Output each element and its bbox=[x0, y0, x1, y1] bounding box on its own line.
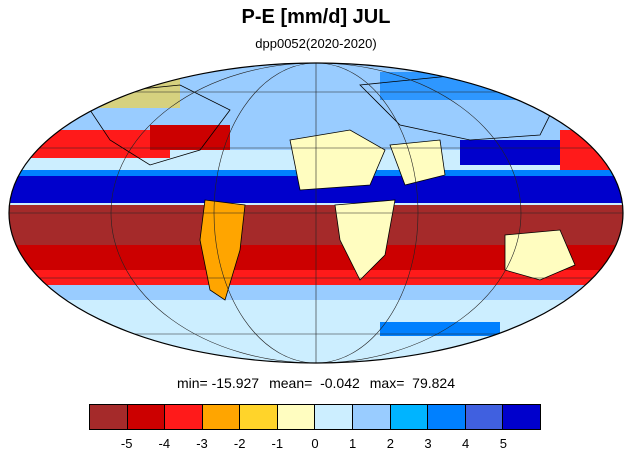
colorbar-tick-label: 2 bbox=[386, 436, 394, 451]
colorbar-tick-label: 4 bbox=[462, 436, 470, 451]
colorbar-tick-label: 1 bbox=[349, 436, 357, 451]
globe-outline bbox=[8, 62, 624, 364]
colorbar-swatch bbox=[353, 405, 391, 429]
colorbar-swatch bbox=[428, 405, 466, 429]
colorbar-tick-label: 3 bbox=[424, 436, 432, 451]
stat-mean: mean= -0.042 bbox=[269, 375, 360, 391]
colorbar-tick-label: -2 bbox=[233, 436, 246, 451]
colorbar-swatch bbox=[165, 405, 203, 429]
colorbar bbox=[89, 404, 541, 430]
colorbar-tick-label: 5 bbox=[499, 436, 507, 451]
colorbar-swatch bbox=[503, 405, 540, 429]
map-subtitle: dpp0052(2020-2020) bbox=[255, 36, 377, 51]
statistics-line: min= -15.927 mean= -0.042 max= 79.824 bbox=[0, 375, 632, 391]
colorbar-swatch bbox=[90, 405, 128, 429]
colorbar-swatch bbox=[315, 405, 354, 429]
colorbar-tick-label: -4 bbox=[158, 436, 171, 451]
colorbar-tick-label: -1 bbox=[271, 436, 284, 451]
colorbar-swatch bbox=[277, 405, 316, 429]
colorbar-swatch bbox=[240, 405, 278, 429]
colorbar-swatch bbox=[202, 405, 241, 429]
stat-min: min= -15.927 bbox=[176, 375, 260, 391]
colorbar-tick-label: -3 bbox=[196, 436, 208, 451]
map-title: P-E [mm/d] JUL bbox=[241, 6, 391, 28]
colorbar-swatch bbox=[127, 405, 166, 429]
colorbar-tick-label: 0 bbox=[311, 436, 319, 451]
colorbar-labels: -5 -4 -3 -2 -1 0 1 2 3 4 5 bbox=[89, 436, 541, 454]
colorbar-tick-label: -5 bbox=[120, 436, 133, 451]
colorbar-swatch bbox=[465, 405, 504, 429]
stat-max: max= 79.824 bbox=[369, 375, 455, 391]
colorbar-swatch bbox=[390, 405, 429, 429]
graticule bbox=[9, 63, 623, 363]
